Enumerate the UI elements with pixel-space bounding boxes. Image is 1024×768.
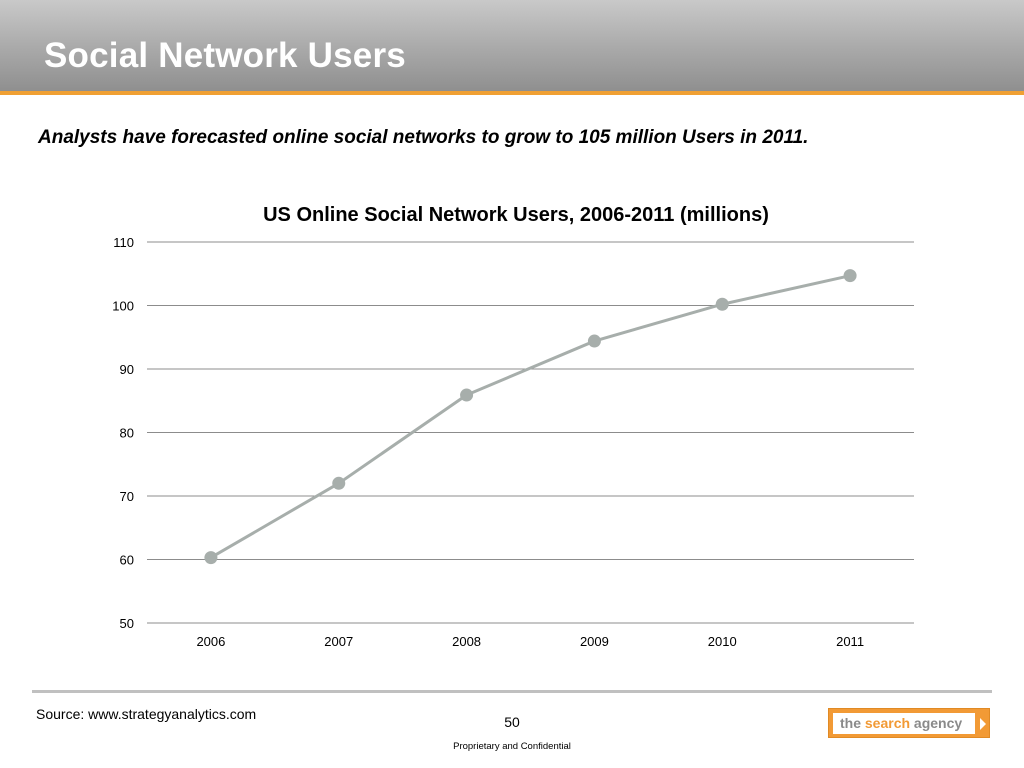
- slide-title: Social Network Users: [44, 36, 406, 75]
- data-point-2007: [332, 476, 346, 490]
- logo-text-agency: agency: [910, 715, 963, 731]
- y-tick-label-100: 100: [112, 299, 134, 314]
- x-tick-label-2008: 2008: [452, 634, 481, 649]
- data-point-2008: [460, 388, 474, 402]
- series-line: [210, 274, 851, 559]
- logo-text-search: search: [864, 715, 911, 731]
- x-tick-label-2010: 2010: [708, 634, 737, 649]
- x-tick-label-2007: 2007: [324, 634, 353, 649]
- data-point-2009: [587, 334, 601, 348]
- x-tick-label-2009: 2009: [580, 634, 609, 649]
- y-tick-label-70: 70: [120, 489, 134, 504]
- logo-text: the search agency: [840, 715, 962, 731]
- footer-rule: [32, 690, 992, 693]
- y-tick-label-50: 50: [120, 616, 134, 631]
- confidential-note: Proprietary and Confidential: [453, 741, 571, 752]
- chart-title: US Online Social Network Users, 2006-201…: [263, 204, 769, 226]
- y-tick-label-110: 110: [113, 235, 134, 250]
- page-number: 50: [504, 714, 520, 730]
- y-tick-label-90: 90: [120, 362, 134, 377]
- data-point-2010: [715, 297, 729, 311]
- line-chart: US Online Social Network Users, 2006-201…: [112, 204, 914, 649]
- logo-arrow-icon: [980, 718, 986, 730]
- y-tick-label-80: 80: [120, 426, 134, 441]
- data-point-2011: [843, 269, 857, 283]
- slide-subtitle: Analysts have forecasted online social n…: [38, 127, 809, 148]
- x-tick-label-2011: 2011: [836, 634, 864, 649]
- logo-text-the: the: [840, 715, 865, 731]
- x-tick-label-2006: 2006: [196, 634, 225, 649]
- data-point-2006: [204, 551, 218, 565]
- slide-header: Social Network Users: [0, 0, 1024, 91]
- logo-text-panel: the search agency: [833, 713, 975, 734]
- source-note: Source: www.strategyanalytics.com: [36, 706, 257, 722]
- search-agency-logo: the search agency: [828, 708, 990, 738]
- y-tick-label-60: 60: [120, 553, 134, 568]
- header-accent-rule: [0, 91, 1024, 95]
